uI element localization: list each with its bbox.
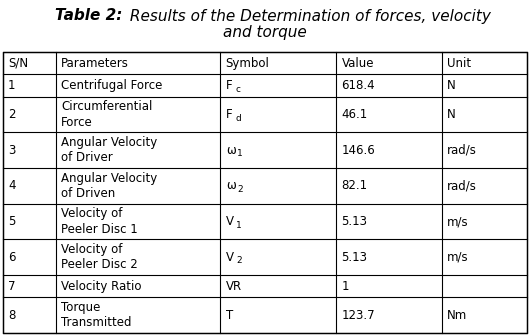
Text: Velocity of
Peeler Disc 1: Velocity of Peeler Disc 1 xyxy=(61,207,138,236)
Text: 2: 2 xyxy=(237,185,243,194)
Text: ω: ω xyxy=(226,144,236,157)
Text: 82.1: 82.1 xyxy=(341,179,368,193)
Text: Table 2:: Table 2: xyxy=(55,8,122,24)
Text: 5: 5 xyxy=(8,215,15,228)
Text: d: d xyxy=(235,114,241,123)
Text: 1: 1 xyxy=(237,149,243,158)
Text: Unit: Unit xyxy=(447,57,472,70)
Text: 123.7: 123.7 xyxy=(341,309,375,322)
Text: Torque
Transmitted: Torque Transmitted xyxy=(61,301,131,329)
Bar xyxy=(3,52,527,333)
Text: 4: 4 xyxy=(8,179,15,193)
Text: 2: 2 xyxy=(236,256,242,265)
Text: 6: 6 xyxy=(8,251,15,264)
Text: V: V xyxy=(226,251,234,264)
Text: m/s: m/s xyxy=(447,251,469,264)
Text: Nm: Nm xyxy=(447,309,467,322)
Text: 1: 1 xyxy=(341,280,349,293)
Text: Angular Velocity
of Driver: Angular Velocity of Driver xyxy=(61,136,157,165)
Text: 5.13: 5.13 xyxy=(341,251,367,264)
Text: c: c xyxy=(235,85,240,94)
Text: m/s: m/s xyxy=(447,215,469,228)
Text: rad/s: rad/s xyxy=(447,179,477,193)
Text: 46.1: 46.1 xyxy=(341,108,368,121)
Text: 2: 2 xyxy=(8,108,15,121)
Text: Parameters: Parameters xyxy=(61,57,129,70)
Text: 8: 8 xyxy=(8,309,15,322)
Text: ω: ω xyxy=(226,179,236,193)
Text: 1: 1 xyxy=(236,220,242,229)
Text: Circumferential
Force: Circumferential Force xyxy=(61,100,152,129)
Text: 618.4: 618.4 xyxy=(341,79,375,92)
Text: rad/s: rad/s xyxy=(447,144,477,157)
Text: N: N xyxy=(447,108,456,121)
Text: V: V xyxy=(226,215,234,228)
Text: T: T xyxy=(226,309,233,322)
Text: 7: 7 xyxy=(8,280,15,293)
Text: 3: 3 xyxy=(8,144,15,157)
Text: Velocity Ratio: Velocity Ratio xyxy=(61,280,142,293)
Text: and torque: and torque xyxy=(223,26,307,41)
Text: N: N xyxy=(447,79,456,92)
Text: 146.6: 146.6 xyxy=(341,144,375,157)
Text: 1: 1 xyxy=(8,79,15,92)
Text: Results of the Determination of forces, velocity: Results of the Determination of forces, … xyxy=(125,8,491,24)
Text: VR: VR xyxy=(226,280,242,293)
Text: Angular Velocity
of Driven: Angular Velocity of Driven xyxy=(61,172,157,200)
Text: Velocity of
Peeler Disc 2: Velocity of Peeler Disc 2 xyxy=(61,243,138,271)
Text: F: F xyxy=(226,79,233,92)
Text: Symbol: Symbol xyxy=(225,57,269,70)
Text: Value: Value xyxy=(341,57,374,70)
Text: S/N: S/N xyxy=(8,57,28,70)
Text: Centrifugal Force: Centrifugal Force xyxy=(61,79,162,92)
Text: F: F xyxy=(226,108,233,121)
Text: 5.13: 5.13 xyxy=(341,215,367,228)
